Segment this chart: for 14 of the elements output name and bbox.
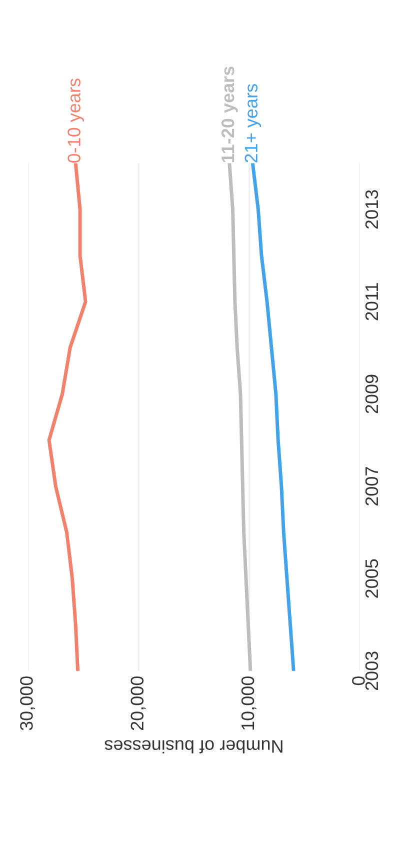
y-tick-label: 2009 bbox=[365, 374, 378, 414]
x-tick-label: 0 bbox=[352, 676, 365, 686]
text: 11-20 years bbox=[221, 66, 238, 162]
y-tick-label: 2011 bbox=[365, 283, 378, 320]
text: 21+ years bbox=[244, 84, 262, 162]
y-tick-label: 2005 bbox=[365, 559, 378, 598]
x-tick-label: 20,000 bbox=[130, 676, 146, 730]
y-tick-label: 2003 bbox=[365, 652, 378, 690]
x-tick-label: 10,000 bbox=[241, 676, 256, 730]
y-tick-label: 2007 bbox=[365, 467, 378, 506]
x-axis-title: Number of businesses bbox=[104, 740, 282, 754]
x-tick-label: 30,000 bbox=[20, 676, 35, 730]
text: 0-10 years bbox=[68, 78, 84, 163]
y-tick-label: 2013 bbox=[365, 190, 378, 229]
